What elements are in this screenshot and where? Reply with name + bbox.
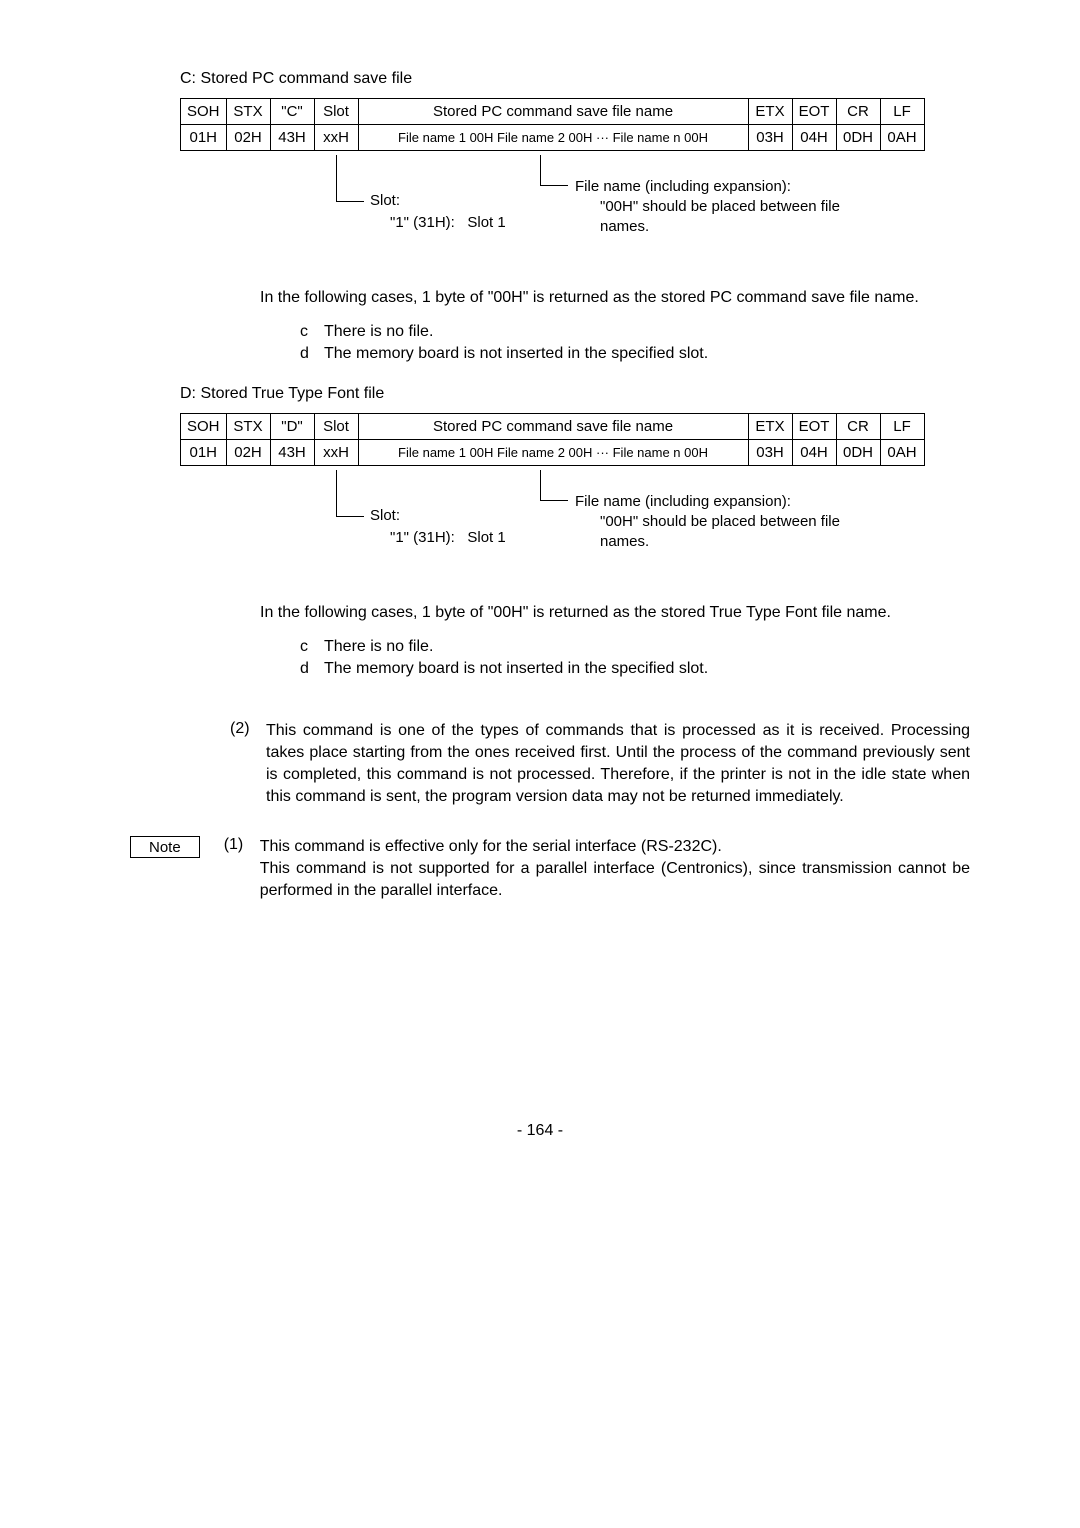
c-h-lf: LF [880, 99, 924, 125]
c-v-eot: 04H [792, 125, 836, 151]
d-v-lf: 0AH [880, 440, 924, 466]
d-fname-title: File name (including expansion): [575, 492, 791, 512]
note-box: Note [130, 836, 200, 858]
d-v-stx: 02H [226, 440, 270, 466]
c-fname-d1: "00H" should be placed between file [600, 197, 840, 217]
d-v-eot: 04H [792, 440, 836, 466]
c-slot-value: "1" (31H): [390, 214, 455, 231]
c-slot-right: Slot 1 [467, 214, 505, 231]
c-v-name: File name 1 00H File name 2 00H ··· File… [358, 125, 748, 151]
note-num: (1) [224, 836, 260, 902]
item-2-body: This command is one of the types of comm… [266, 720, 970, 808]
d-h-name: Stored PC command save file name [358, 414, 748, 440]
page-content: C: Stored PC command save file SOH STX "… [0, 0, 1080, 1180]
d-slot-right: Slot 1 [467, 529, 505, 546]
c-v-stx: 02H [226, 125, 270, 151]
note-body-2: This command is not supported for a para… [260, 858, 970, 902]
section-c-table: SOH STX "C" Slot Stored PC command save … [180, 98, 925, 151]
section-c-annotation: Slot: "1" (31H): Slot 1 File name (inclu… [180, 155, 970, 265]
c-h-etx: ETX [748, 99, 792, 125]
c-li1: There is no file. [324, 321, 433, 343]
d-list: cThere is no file. dThe memory board is … [300, 636, 970, 680]
d-h-slot: Slot [314, 414, 358, 440]
c-h-cr: CR [836, 99, 880, 125]
d-h-lf: LF [880, 414, 924, 440]
d-v-d: 43H [270, 440, 314, 466]
c-v-slot: xxH [314, 125, 358, 151]
c-h-name: Stored PC command save file name [358, 99, 748, 125]
section-d-table: SOH STX "D" Slot Stored PC command save … [180, 413, 925, 466]
d-v-soh: 01H [181, 440, 227, 466]
c-v-c: 43H [270, 125, 314, 151]
d-h-eot: EOT [792, 414, 836, 440]
section-d-annotation: Slot: "1" (31H): Slot 1 File name (inclu… [180, 470, 970, 580]
page-number: - 164 - [110, 1122, 970, 1140]
item-2: (2) This command is one of the types of … [230, 720, 970, 808]
d-h-d: "D" [270, 414, 314, 440]
c-v-cr: 0DH [836, 125, 880, 151]
c-v-etx: 03H [748, 125, 792, 151]
marker-d: d [300, 343, 324, 365]
d-h-soh: SOH [181, 414, 227, 440]
c-v-lf: 0AH [880, 125, 924, 151]
d-slot-value: "1" (31H): [390, 529, 455, 546]
c-v-soh: 01H [181, 125, 227, 151]
c-list: cThere is no file. dThe memory board is … [300, 321, 970, 365]
num-2: (2) [230, 720, 266, 808]
section-c-label: C: Stored PC command save file [180, 70, 970, 88]
c-h-soh: SOH [181, 99, 227, 125]
d-v-cr: 0DH [836, 440, 880, 466]
d-li1: There is no file. [324, 636, 433, 658]
d-h-cr: CR [836, 414, 880, 440]
c-h-c: "C" [270, 99, 314, 125]
d-fname-d2: names. [600, 532, 649, 552]
note-body-1: This command is effective only for the s… [260, 836, 970, 858]
marker-c2: c [300, 636, 324, 658]
d-fname-d1: "00H" should be placed between file [600, 512, 840, 532]
d-v-etx: 03H [748, 440, 792, 466]
c-li2: The memory board is not inserted in the … [324, 343, 708, 365]
marker-d2: d [300, 658, 324, 680]
marker-c: c [300, 321, 324, 343]
d-v-name: File name 1 00H File name 2 00H ··· File… [358, 440, 748, 466]
c-slot-label: Slot: [370, 191, 400, 211]
note-row: Note (1) This command is effective only … [110, 836, 970, 902]
d-li2: The memory board is not inserted in the … [324, 658, 708, 680]
d-v-slot: xxH [314, 440, 358, 466]
d-slot-label: Slot: [370, 506, 400, 526]
c-fname-d2: names. [600, 217, 649, 237]
d-h-stx: STX [226, 414, 270, 440]
c-paragraph: In the following cases, 1 byte of "00H" … [260, 287, 970, 309]
c-fname-title: File name (including expansion): [575, 177, 791, 197]
c-h-eot: EOT [792, 99, 836, 125]
c-h-stx: STX [226, 99, 270, 125]
d-h-etx: ETX [748, 414, 792, 440]
c-h-slot: Slot [314, 99, 358, 125]
section-d-label: D: Stored True Type Font file [180, 385, 970, 403]
d-paragraph: In the following cases, 1 byte of "00H" … [260, 602, 970, 624]
